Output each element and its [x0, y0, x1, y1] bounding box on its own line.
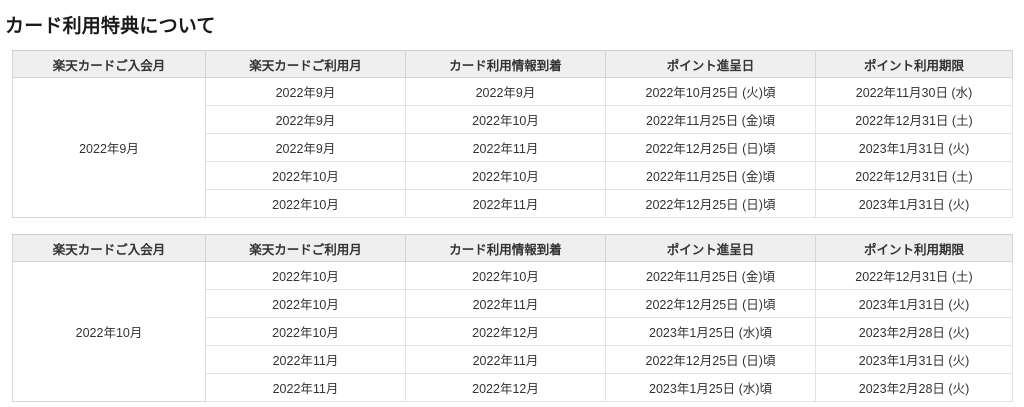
cell-use-month: 2022年10月 [205, 317, 406, 346]
cell-use-month: 2022年10月 [205, 261, 406, 290]
cell-point-expiry: 2023年2月28日 (火) [815, 373, 1013, 402]
cell-point-grant-date: 2023年1月25日 (水)頃 [605, 373, 816, 402]
cell-point-expiry: 2023年1月31日 (火) [815, 133, 1013, 162]
cell-info-arrival: 2022年11月 [405, 289, 606, 318]
table-row: 2022年9月 2022年10月 2022年11月25日 (金)頃 2022年1… [13, 105, 1013, 134]
table-body: 2022年10月 2022年10月 2022年10月 2022年11月25日 (… [12, 261, 1013, 402]
table-header: 楽天カードご入会月 楽天カードご利用月 カード利用情報到着 ポイント進呈日 ポイ… [12, 50, 1013, 78]
column-header-join-month: 楽天カードご入会月 [12, 50, 206, 78]
column-header-use-month: 楽天カードご利用月 [205, 50, 406, 78]
cell-join-month: 2022年10月 [12, 261, 206, 402]
column-header-join-month: 楽天カードご入会月 [12, 234, 206, 262]
cell-use-month: 2022年9月 [205, 105, 406, 134]
page-title: カード利用特典について [5, 15, 216, 37]
cell-info-arrival: 2022年11月 [405, 345, 606, 374]
table-row: 2022年11月 2022年11月 2022年12月25日 (日)頃 2023年… [13, 345, 1013, 374]
cell-point-expiry: 2023年1月31日 (火) [815, 345, 1013, 374]
table-row: 2022年9月 2022年9月 2022年9月 2022年10月25日 (火)頃… [12, 77, 1013, 218]
cell-point-expiry: 2022年12月31日 (土) [815, 105, 1013, 134]
cell-join-month: 2022年9月 [12, 77, 206, 218]
cell-info-arrival: 2022年11月 [405, 133, 606, 162]
header-row: 楽天カードご入会月 楽天カードご利用月 カード利用情報到着 ポイント進呈日 ポイ… [12, 234, 1013, 262]
cell-use-month: 2022年11月 [205, 345, 406, 374]
card-benefit-table-september: 楽天カードご入会月 楽天カードご利用月 カード利用情報到着 ポイント進呈日 ポイ… [12, 50, 1013, 218]
header-row: 楽天カードご入会月 楽天カードご利用月 カード利用情報到着 ポイント進呈日 ポイ… [12, 50, 1013, 78]
column-header-info-arrival: カード利用情報到着 [405, 50, 606, 78]
cell-point-grant-date: 2022年12月25日 (日)頃 [605, 345, 816, 374]
cell-info-arrival: 2022年10月 [405, 261, 606, 290]
card-benefit-table-october: 楽天カードご入会月 楽天カードご利用月 カード利用情報到着 ポイント進呈日 ポイ… [12, 234, 1013, 402]
cell-info-arrival: 2022年12月 [405, 373, 606, 402]
cell-point-expiry: 2023年1月31日 (火) [815, 289, 1013, 318]
cell-use-month: 2022年9月 [205, 77, 406, 106]
cell-point-grant-date: 2022年12月25日 (日)頃 [605, 289, 816, 318]
cell-use-month: 2022年11月 [205, 373, 406, 402]
table-row: 2022年10月 2022年12月 2023年1月25日 (水)頃 2023年2… [13, 317, 1013, 346]
table-row: 2022年11月 2022年12月 2023年1月25日 (水)頃 2023年2… [13, 373, 1013, 402]
cell-info-arrival: 2022年10月 [405, 161, 606, 190]
cell-point-grant-date: 2022年11月25日 (金)頃 [605, 105, 816, 134]
cell-point-grant-date: 2022年12月25日 (日)頃 [605, 189, 816, 218]
cell-point-expiry: 2023年2月28日 (火) [815, 317, 1013, 346]
cell-point-grant-date: 2022年10月25日 (火)頃 [605, 77, 816, 106]
cell-point-grant-date: 2022年12月25日 (日)頃 [605, 133, 816, 162]
table-header: 楽天カードご入会月 楽天カードご利用月 カード利用情報到着 ポイント進呈日 ポイ… [12, 234, 1013, 262]
cell-info-arrival: 2022年12月 [405, 317, 606, 346]
column-header-use-month: 楽天カードご利用月 [205, 234, 406, 262]
cell-info-arrival: 2022年11月 [405, 189, 606, 218]
cell-point-grant-date: 2023年1月25日 (水)頃 [605, 317, 816, 346]
table-row: 2022年10月 2022年10月 2022年11月25日 (金)頃 2022年… [13, 161, 1013, 190]
cell-use-month: 2022年10月 [205, 189, 406, 218]
column-header-point-expiry: ポイント利用期限 [815, 234, 1013, 262]
table-row: 2022年10月 2022年10月 2022年10月 2022年11月25日 (… [12, 261, 1013, 402]
cell-point-grant-date: 2022年11月25日 (金)頃 [605, 261, 816, 290]
table-row: 2022年9月 2022年11月 2022年12月25日 (日)頃 2023年1… [13, 133, 1013, 162]
cell-point-expiry: 2022年12月31日 (土) [815, 161, 1013, 190]
cell-use-month: 2022年10月 [205, 289, 406, 318]
cell-point-expiry: 2022年11月30日 (水) [815, 77, 1013, 106]
column-header-point-grant: ポイント進呈日 [605, 234, 816, 262]
cell-info-arrival: 2022年10月 [405, 105, 606, 134]
cell-point-expiry: 2023年1月31日 (火) [815, 189, 1013, 218]
column-header-point-grant: ポイント進呈日 [605, 50, 816, 78]
column-header-point-expiry: ポイント利用期限 [815, 50, 1013, 78]
table-row: 2022年10月 2022年11月 2022年12月25日 (日)頃 2023年… [13, 189, 1013, 218]
cell-use-month: 2022年9月 [205, 133, 406, 162]
cell-point-grant-date: 2022年11月25日 (金)頃 [605, 161, 816, 190]
cell-info-arrival: 2022年9月 [405, 77, 606, 106]
cell-use-month: 2022年10月 [205, 161, 406, 190]
table-body: 2022年9月 2022年9月 2022年9月 2022年10月25日 (火)頃… [12, 77, 1013, 218]
column-header-info-arrival: カード利用情報到着 [405, 234, 606, 262]
cell-point-expiry: 2022年12月31日 (土) [815, 261, 1013, 290]
